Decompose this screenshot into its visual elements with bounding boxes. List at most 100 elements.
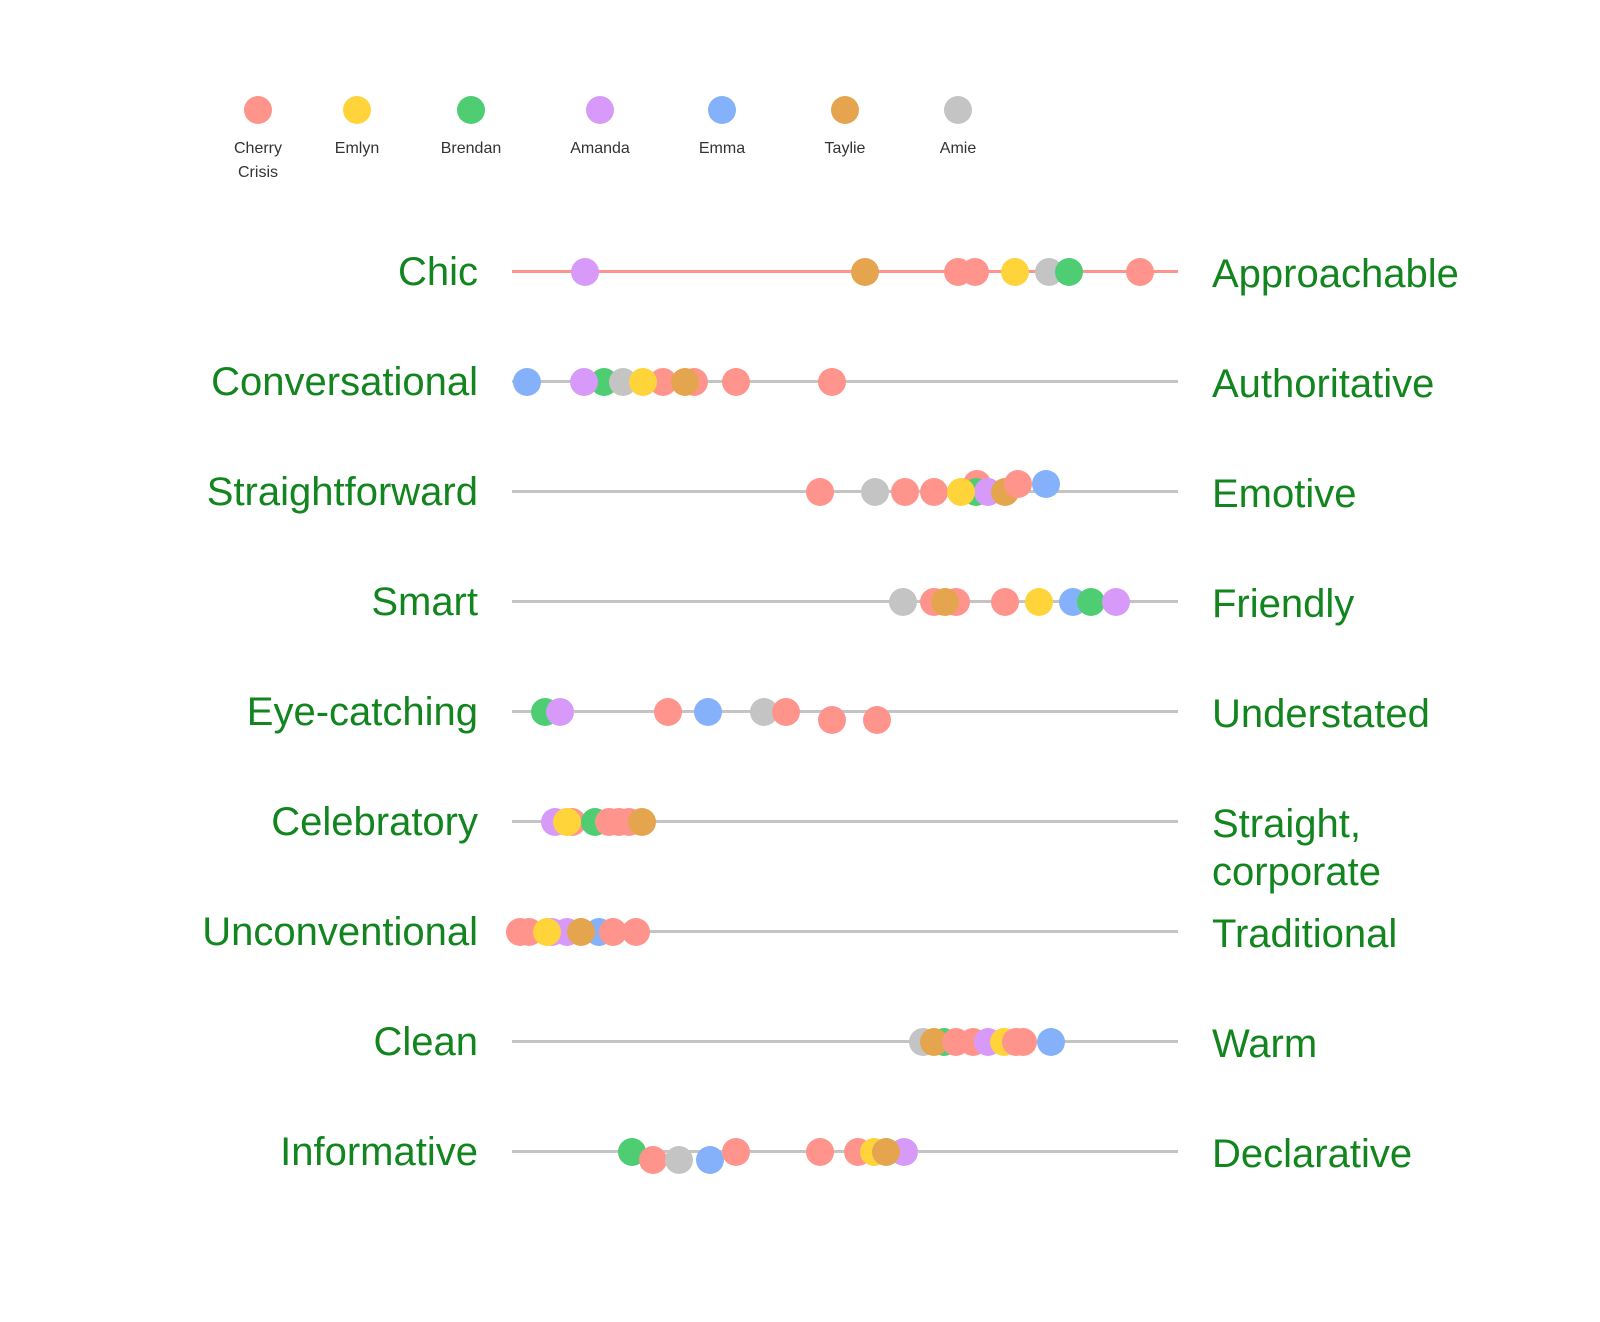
- rating-dot: [1025, 588, 1054, 616]
- scale-track: [512, 600, 1178, 603]
- rating-dot: [629, 368, 658, 396]
- rating-dot: [1008, 1028, 1037, 1056]
- scale-row: Unconventional Traditional: [0, 902, 1600, 962]
- rating-dot: [862, 706, 891, 734]
- scale-row: Straightforward Emotive: [0, 462, 1600, 522]
- rating-dot: [805, 1138, 834, 1166]
- rating-dot: [571, 258, 600, 286]
- scale-right-label: Warm: [1212, 1022, 1318, 1066]
- scale-left-label: Clean: [373, 1020, 478, 1064]
- rating-dot: [638, 1146, 667, 1174]
- scale-left-label: Straightforward: [206, 470, 478, 514]
- scale-right-label: Authoritative: [1212, 362, 1435, 406]
- scale-row: Informative Declarative: [0, 1122, 1600, 1182]
- scale-left-label: Informative: [280, 1130, 478, 1174]
- rating-dot: [512, 368, 541, 396]
- rating-dot: [695, 1146, 724, 1174]
- rating-dot: [693, 698, 722, 726]
- scale-track: [512, 490, 1178, 493]
- legend-item: Brendan: [411, 96, 531, 161]
- legend-label: Emlyn: [334, 140, 380, 157]
- scale-right-label: Traditional: [1212, 912, 1398, 956]
- scale-right-label: Straight, corporate: [1212, 802, 1381, 894]
- legend-label: Cherry Crisis: [233, 140, 282, 181]
- rating-dot: [545, 698, 574, 726]
- scale-row: Clean Warm: [0, 1012, 1600, 1072]
- scale-right-label: Friendly: [1212, 582, 1355, 626]
- rating-dot: [627, 808, 656, 836]
- legend-item: Emma: [662, 96, 782, 161]
- legend-label: Brendan: [440, 140, 502, 157]
- rating-dot: [805, 478, 834, 506]
- legend-item: Amanda: [540, 96, 660, 161]
- scale-left-label: Celebratory: [271, 800, 478, 844]
- legend-swatch: [457, 96, 485, 124]
- scale-track: [512, 930, 1178, 933]
- rating-dot: [664, 1146, 693, 1174]
- scale-left-label: Smart: [371, 580, 478, 624]
- legend-label: Amie: [939, 140, 977, 157]
- scale-row: Smart Friendly: [0, 572, 1600, 632]
- scale-right-label: Emotive: [1212, 472, 1357, 516]
- scale-row: Celebratory Straight, corporate: [0, 792, 1600, 894]
- scale-track: [512, 270, 1178, 273]
- rating-dot: [722, 1138, 751, 1166]
- scale-right-label: Approachable: [1212, 252, 1459, 296]
- legend-item: Taylie: [785, 96, 905, 161]
- scale-left-label: Chic: [397, 250, 478, 294]
- scale-row: Chic Approachable: [0, 242, 1600, 302]
- rating-dot: [990, 588, 1019, 616]
- rating-dot: [1000, 258, 1029, 286]
- legend-swatch: [586, 96, 614, 124]
- legend-label: Amanda: [570, 140, 630, 157]
- scale-right-label: Understated: [1212, 692, 1430, 736]
- rating-dot: [817, 368, 846, 396]
- scale-track: [512, 1040, 1178, 1043]
- scale-track: [512, 820, 1178, 823]
- rating-dot: [671, 368, 700, 396]
- rating-dot: [888, 588, 917, 616]
- rating-dot: [1037, 1028, 1066, 1056]
- rating-dot: [946, 478, 975, 506]
- rating-dot: [621, 918, 650, 946]
- rating-dot: [1077, 588, 1106, 616]
- legend-item: Cherry Crisis: [198, 96, 318, 185]
- scale-row: Eye-catching Understated: [0, 682, 1600, 742]
- scale-left-label: Eye-catching: [246, 690, 478, 734]
- rating-dot: [1055, 258, 1084, 286]
- rating-dot: [1004, 470, 1033, 498]
- rating-dot: [1102, 588, 1131, 616]
- scale-left-label: Conversational: [211, 360, 478, 404]
- rating-dot: [722, 368, 751, 396]
- rating-dot: [850, 258, 879, 286]
- legend-swatch: [944, 96, 972, 124]
- rating-dot: [532, 918, 561, 946]
- rating-dot: [818, 706, 847, 734]
- legend-item: Amie: [898, 96, 1018, 161]
- rating-dot: [771, 698, 800, 726]
- rating-dot: [1032, 470, 1061, 498]
- rating-dot: [567, 918, 596, 946]
- legend: Cherry Crisis Emlyn Brendan Amanda Emma Tayli…: [0, 0, 1600, 200]
- legend-swatch: [244, 96, 272, 124]
- rating-dot: [653, 698, 682, 726]
- rating-dot: [871, 1138, 900, 1166]
- legend-swatch: [343, 96, 371, 124]
- rating-dot: [1126, 258, 1155, 286]
- rating-dot: [860, 478, 889, 506]
- rating-dot: [552, 808, 581, 836]
- scale-left-label: Unconventional: [202, 910, 478, 954]
- legend-swatch: [708, 96, 736, 124]
- rating-dot: [930, 588, 959, 616]
- scale-row: Conversational Authoritative: [0, 352, 1600, 412]
- scale-right-label: Declarative: [1212, 1132, 1413, 1176]
- legend-label: Emma: [698, 140, 746, 157]
- legend-swatch: [831, 96, 859, 124]
- legend-label: Taylie: [824, 140, 866, 157]
- rating-dot: [919, 478, 948, 506]
- legend-item: Emlyn: [297, 96, 417, 161]
- scale-track: [512, 710, 1178, 713]
- rating-dot: [960, 258, 989, 286]
- rating-dot: [569, 368, 598, 396]
- rating-dot: [890, 478, 919, 506]
